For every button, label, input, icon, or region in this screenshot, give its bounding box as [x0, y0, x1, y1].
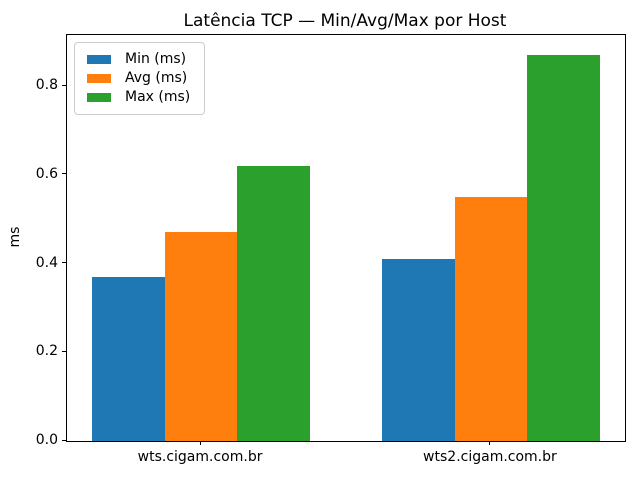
y-tick-label-0.8: 0.8 [35, 77, 58, 94]
legend-item-min-ms: Min (ms) [87, 50, 190, 69]
legend-item-avg-ms: Avg (ms) [87, 69, 190, 88]
bar-max-ms-wts-cigam-com-br [237, 165, 310, 441]
x-tick-label-wts2-cigam-com-br: wts2.cigam.com.br [423, 449, 557, 465]
plot-area [66, 34, 626, 442]
y-tick-label-0.2: 0.2 [35, 343, 58, 360]
legend-item-max-ms: Max (ms) [87, 88, 190, 107]
y-tickmark-0.2 [62, 350, 66, 352]
y-axis-label: ms [7, 226, 23, 248]
legend-swatch-icon [87, 55, 111, 64]
y-tick-label-0.6: 0.6 [35, 165, 58, 182]
x-tickmark-wts2-cigam-com-br [489, 441, 491, 445]
legend-swatch-icon [87, 74, 111, 83]
y-tickmark-0.8 [62, 84, 66, 86]
y-tickmark-0.0 [62, 439, 66, 441]
legend-label: Avg (ms) [125, 70, 188, 86]
chart-title: Latência TCP — Min/Avg/Max por Host [183, 11, 507, 31]
y-tickmark-0.6 [62, 173, 66, 175]
y-tick-label-0.4: 0.4 [35, 254, 58, 271]
legend-label: Max (ms) [125, 89, 191, 105]
bar-min-ms-wts-cigam-com-br [92, 276, 165, 441]
legend-label: Min (ms) [125, 51, 187, 67]
y-tickmark-0.4 [62, 262, 66, 263]
bar-min-ms-wts2-cigam-com-br [382, 259, 455, 441]
y-tick-label-0.0: 0.0 [35, 432, 58, 448]
bar-avg-ms-wts2-cigam-com-br [454, 196, 528, 441]
bar-avg-ms-wts-cigam-com-br [164, 232, 238, 441]
x-tick-label-wts-cigam-com-br: wts.cigam.com.br [137, 449, 263, 465]
legend-swatch-icon [87, 93, 111, 102]
x-tickmark-wts-cigam-com-br [199, 441, 201, 445]
legend: Min (ms) Avg (ms) Max (ms) [74, 42, 206, 115]
bar-max-ms-wts2-cigam-com-br [527, 54, 600, 441]
